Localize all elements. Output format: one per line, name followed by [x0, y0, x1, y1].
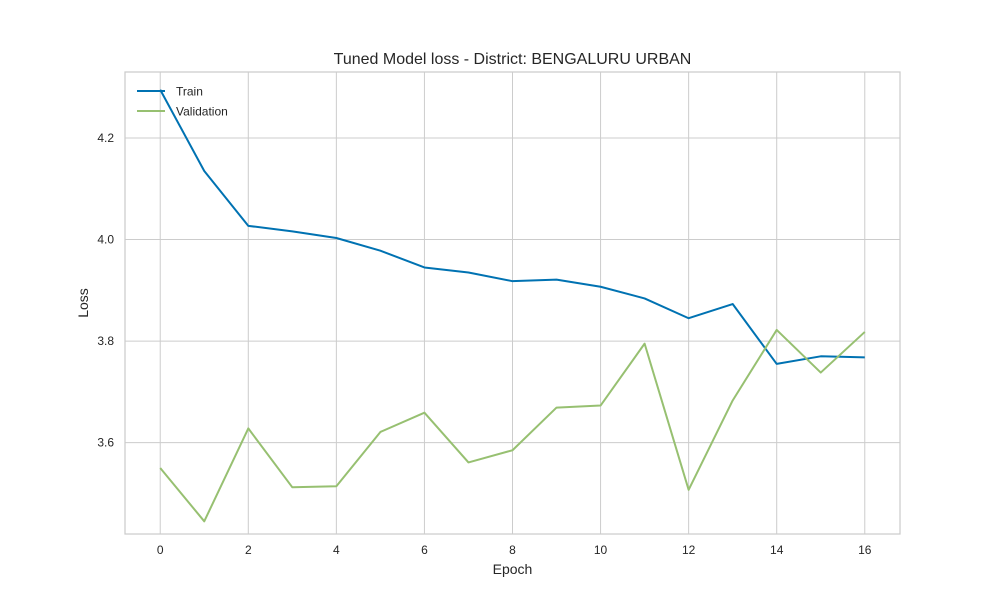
x-tick-label: 8: [509, 543, 516, 557]
y-tick-label: 4.2: [97, 131, 114, 145]
y-tick-label: 3.6: [97, 436, 114, 450]
tick-labels: 0 2 4 6 8 10 12 14 16 3.6 3.8 4.0 4.2: [97, 131, 871, 557]
series-line-validation: [159, 328, 866, 523]
x-tick-label: 0: [157, 543, 164, 557]
plot-frame: [124, 71, 901, 535]
grid-lines: [125, 72, 900, 534]
x-tick-label: 12: [682, 543, 696, 557]
x-tick-label: 10: [594, 543, 608, 557]
x-axis-label: Epoch: [493, 561, 533, 577]
y-tick-label: 3.8: [97, 334, 114, 348]
legend-label-train: Train: [176, 85, 203, 99]
x-tick-label: 4: [333, 543, 340, 557]
x-tick-label: 16: [858, 543, 872, 557]
y-tick-label: 4.0: [97, 233, 114, 247]
x-tick-label: 6: [421, 543, 428, 557]
x-tick-label: 2: [245, 543, 252, 557]
chart-title: Tuned Model loss - District: BENGALURU U…: [334, 51, 692, 68]
legend: Train Validation: [137, 85, 228, 119]
x-tick-label: 14: [770, 543, 784, 557]
series-line-train: [159, 89, 865, 365]
series-lines: [159, 89, 866, 523]
y-axis-label: Loss: [75, 288, 91, 318]
legend-label-validation: Validation: [176, 105, 228, 119]
